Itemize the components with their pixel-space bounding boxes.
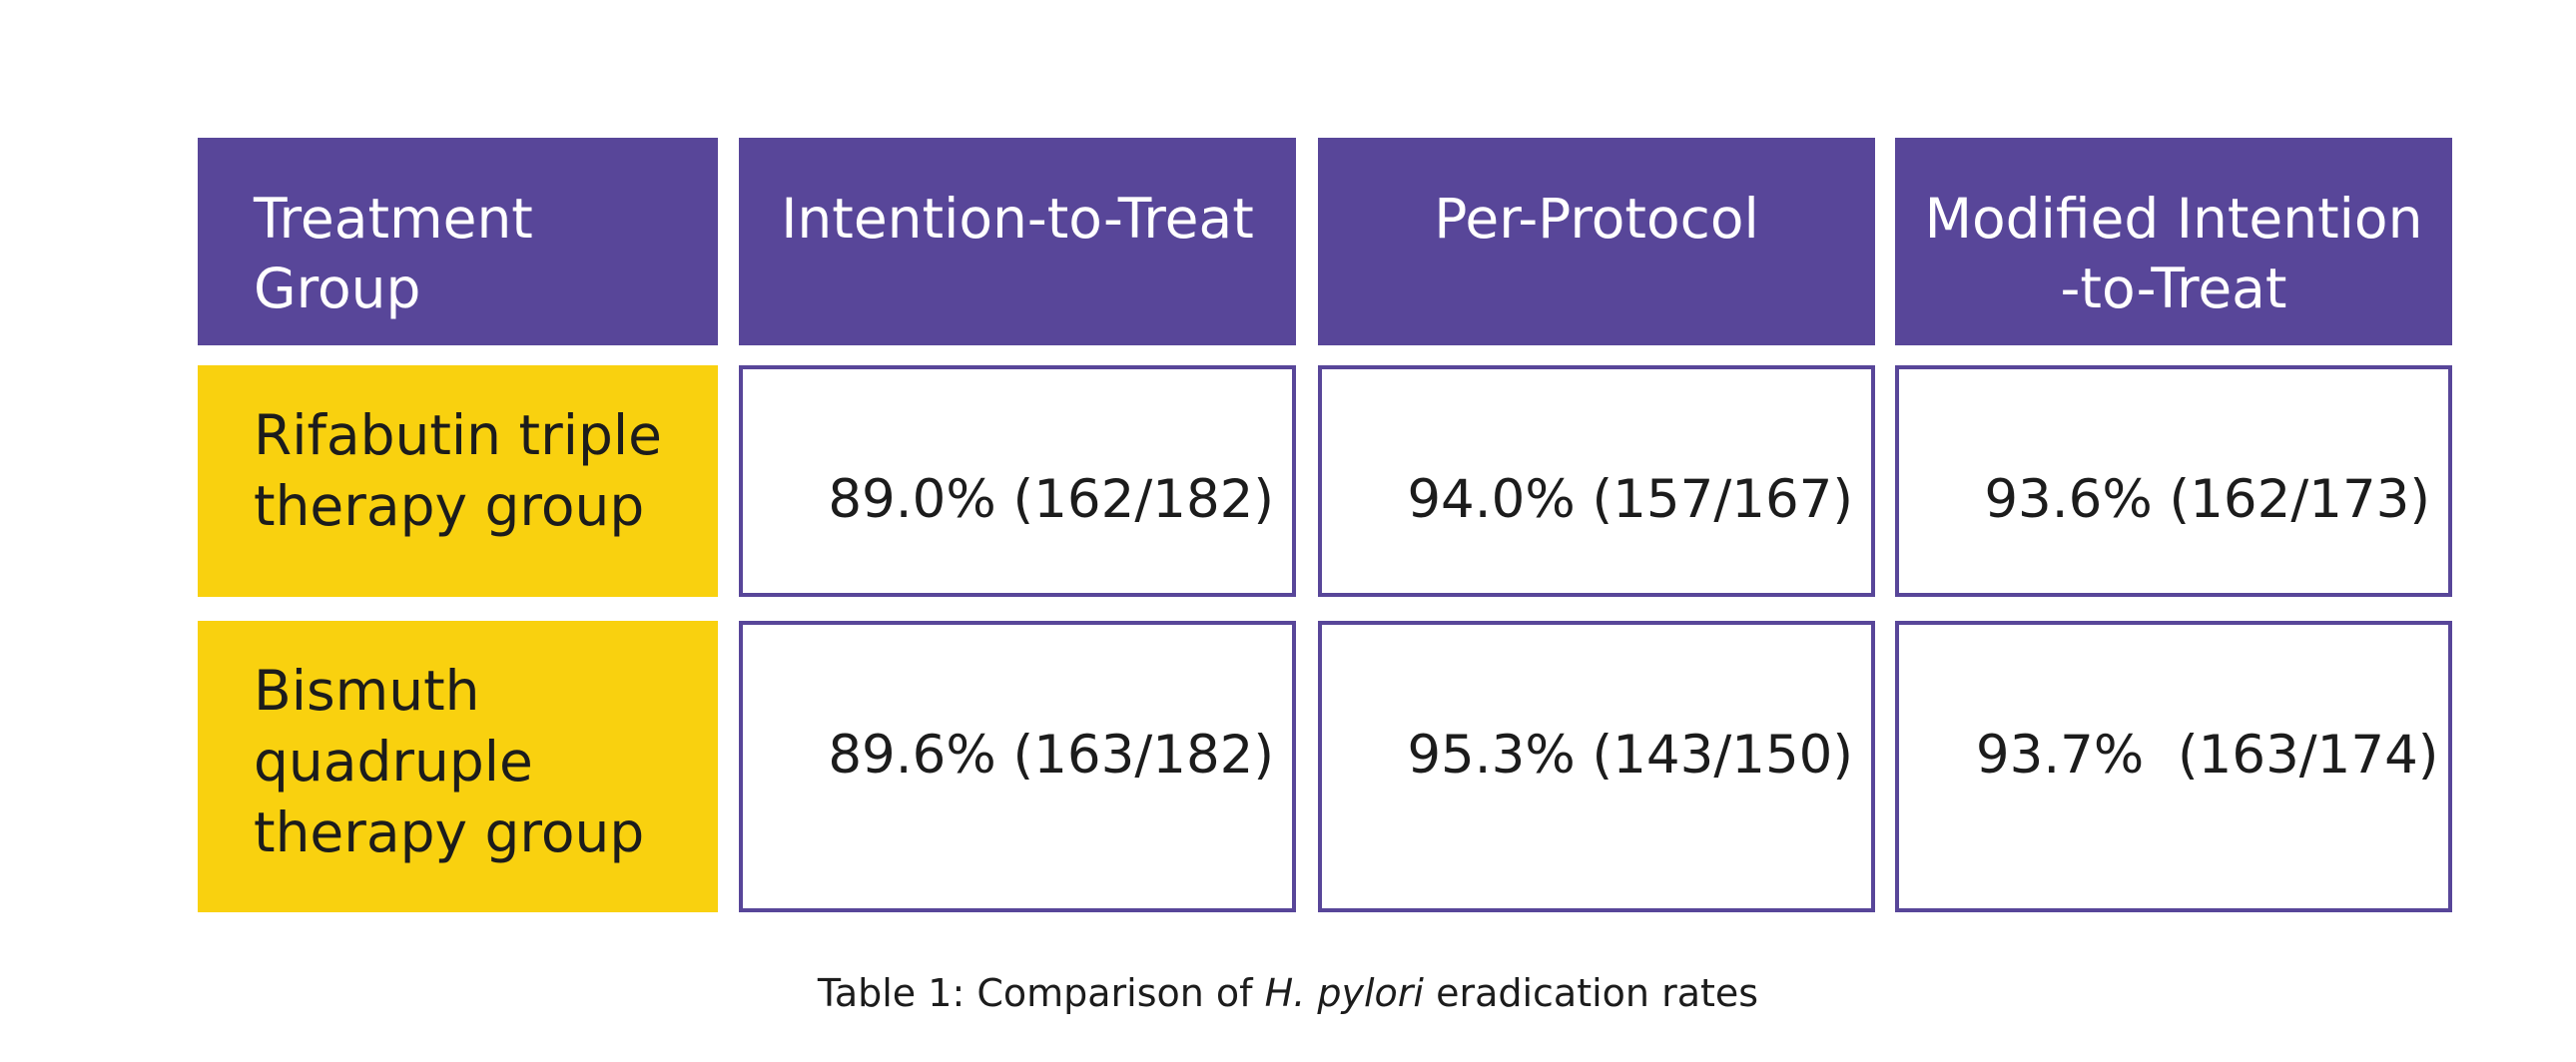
row-rifabutin-pp: 94.0% (157/167) [1318,365,1875,597]
header-intention-to-treat: Intention-to-Treat [739,138,1296,345]
row-rifabutin-group: Rifabutin triple therapy group [198,365,718,597]
header-modified-intention-to-treat: Modified Intention -to-Treat [1895,138,2452,345]
header-treatment-group-label: Treatment Group [254,187,533,320]
header-per-protocol: Per-Protocol [1318,138,1875,345]
header-per-protocol-label: Per-Protocol [1434,187,1759,251]
row-bismuth-itt: 89.6% (163/182) [739,621,1296,912]
row-bismuth-itt-value: 89.6% (163/182) [828,725,1275,786]
row-bismuth-pp: 95.3% (143/150) [1318,621,1875,912]
row-bismuth-pp-value: 95.3% (143/150) [1407,725,1854,786]
row-rifabutin-itt: 89.0% (162/182) [739,365,1296,597]
header-treatment-group: Treatment Group [198,138,718,345]
table-caption: Table 1: Comparison of H. pylori eradica… [0,968,2576,1018]
header-intention-to-treat-label: Intention-to-Treat [781,187,1254,251]
row-rifabutin-itt-value: 89.0% (162/182) [828,469,1275,530]
caption-prefix: Table 1: Comparison of [817,971,1265,1015]
row-bismuth-group-label: Bismuth quadruple therapy group [254,659,645,864]
row-bismuth-group: Bismuth quadruple therapy group [198,621,718,912]
caption-suffix: eradication rates [1423,971,1759,1015]
caption-organism: H. pylori [1264,971,1424,1015]
row-bismuth-mitt-value: 93.7% (163/174) [1975,725,2439,786]
row-rifabutin-mitt: 93.6% (162/173) [1895,365,2452,597]
row-rifabutin-mitt-value: 93.6% (162/173) [1984,469,2431,530]
row-rifabutin-pp-value: 94.0% (157/167) [1407,469,1854,530]
row-rifabutin-group-label: Rifabutin triple therapy group [254,403,663,538]
header-modified-intention-to-treat-label: Modified Intention -to-Treat [1924,187,2423,320]
row-bismuth-mitt: 93.7% (163/174) [1895,621,2452,912]
